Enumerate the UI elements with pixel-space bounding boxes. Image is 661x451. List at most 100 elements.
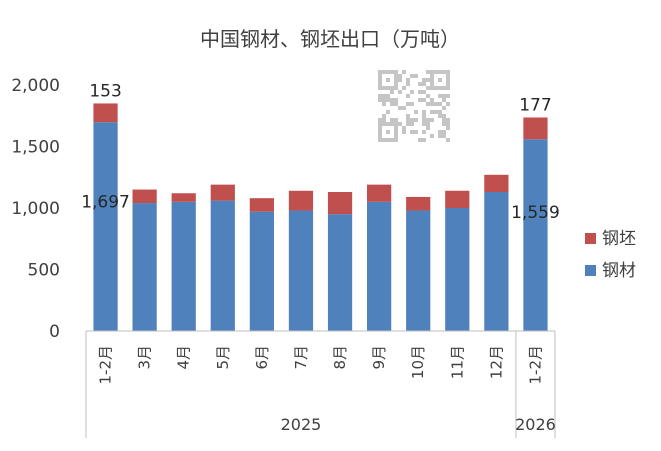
qr-module xyxy=(442,106,446,110)
qr-module xyxy=(430,134,434,138)
qr-module xyxy=(426,122,430,126)
qr-module xyxy=(422,90,426,94)
qr-module xyxy=(394,118,398,122)
qr-module xyxy=(446,126,450,130)
qr-module xyxy=(410,74,414,78)
bar-segment-billet xyxy=(445,190,470,208)
qr-module xyxy=(434,102,438,106)
qr-module xyxy=(402,86,406,90)
qr-module xyxy=(426,86,430,90)
qr-module xyxy=(442,130,446,134)
qr-module xyxy=(446,138,450,142)
bar-segment-steel xyxy=(210,200,235,331)
qr-module xyxy=(426,102,430,106)
bar-segment-steel xyxy=(523,139,548,331)
qr-module xyxy=(394,74,398,78)
qr-module xyxy=(402,130,406,134)
chart-title: 中国钢材、钢坯出口（万吨） xyxy=(200,27,460,51)
qr-module xyxy=(390,90,394,94)
qr-module xyxy=(390,122,394,126)
qr-module xyxy=(406,78,410,82)
qr-module xyxy=(422,122,426,126)
qr-module xyxy=(378,130,382,134)
qr-module xyxy=(394,130,398,134)
x-tick-label: 1-2月 xyxy=(526,345,544,385)
qr-module xyxy=(398,122,402,126)
qr-module xyxy=(430,74,434,78)
bar-segment-billet xyxy=(406,196,431,211)
data-label: 1,697 xyxy=(81,193,130,213)
legend-swatch xyxy=(585,233,596,244)
qr-module xyxy=(398,74,402,78)
bar-segment-steel xyxy=(445,208,470,331)
y-axis: 0 500 1,000 1,500 2,000 xyxy=(11,76,60,342)
qr-module xyxy=(426,94,430,98)
data-label: 177 xyxy=(519,95,551,115)
qr-module xyxy=(394,78,398,82)
qr-module xyxy=(378,86,382,90)
qr-module xyxy=(446,70,450,74)
x-tick-label: 9月 xyxy=(370,345,388,370)
qr-module xyxy=(442,118,446,122)
y-tick-label: 1,000 xyxy=(11,199,60,219)
bar-segment-billet xyxy=(171,193,196,202)
qr-module xyxy=(442,114,446,118)
qr-module xyxy=(410,130,414,134)
qr-module xyxy=(378,126,382,130)
qr-module xyxy=(446,86,450,90)
qr-module xyxy=(390,138,394,142)
qr-module xyxy=(406,118,410,122)
qr-module xyxy=(378,138,382,142)
qr-module xyxy=(386,78,390,82)
data-label: 1,559 xyxy=(511,203,560,223)
qr-module xyxy=(386,98,390,102)
qr-module xyxy=(414,118,418,122)
qr-module xyxy=(446,102,450,106)
qr-module xyxy=(438,110,442,114)
x-tick-label: 11月 xyxy=(448,345,466,379)
x-tick-label: 7月 xyxy=(292,345,310,370)
group-label: 2026 xyxy=(515,415,556,434)
qr-module xyxy=(426,126,430,130)
qr-module xyxy=(394,70,398,74)
bar-segment-steel xyxy=(171,201,196,331)
qr-module xyxy=(382,98,386,102)
qr-module xyxy=(430,110,434,114)
qr-module xyxy=(442,86,446,90)
qr-module xyxy=(410,102,414,106)
qr-module xyxy=(382,122,386,126)
qr-module xyxy=(386,70,390,74)
qr-module xyxy=(406,94,410,98)
qr-module xyxy=(422,110,426,114)
bar-segment-billet xyxy=(484,174,509,193)
bar-segment-steel xyxy=(132,203,157,331)
qr-module xyxy=(406,82,410,86)
qr-module xyxy=(382,86,386,90)
x-axis: 1-2月 3月 4月 5月 6月 7月 8月 9月 10月 11月 12月 1-2月 2025 2026 xyxy=(85,330,556,438)
bar-segment-steel xyxy=(367,201,392,331)
qr-module xyxy=(386,86,390,90)
qr-module xyxy=(426,78,430,82)
qr-module xyxy=(422,118,426,122)
y-tick-label: 1,500 xyxy=(11,138,60,158)
qr-module xyxy=(382,138,386,142)
bar-segment-billet xyxy=(210,184,235,201)
bar-segment-billet xyxy=(523,117,548,140)
qr-module xyxy=(422,130,426,134)
data-labels: 1,697 153 1,559 177 xyxy=(81,81,560,223)
qr-module xyxy=(438,102,442,106)
qr-module xyxy=(382,118,386,122)
bar-segment-steel xyxy=(249,211,274,331)
qr-module xyxy=(430,118,434,122)
x-tick-label: 5月 xyxy=(214,345,232,370)
qr-module xyxy=(406,102,410,106)
qr-module xyxy=(394,102,398,106)
qr-module xyxy=(382,70,386,74)
qr-module xyxy=(434,110,438,114)
qr-module xyxy=(410,118,414,122)
qr-module xyxy=(430,82,434,86)
qr-module xyxy=(390,118,394,122)
qr-module xyxy=(414,110,418,114)
qr-module xyxy=(438,94,442,98)
bar-segment-steel xyxy=(484,192,509,331)
